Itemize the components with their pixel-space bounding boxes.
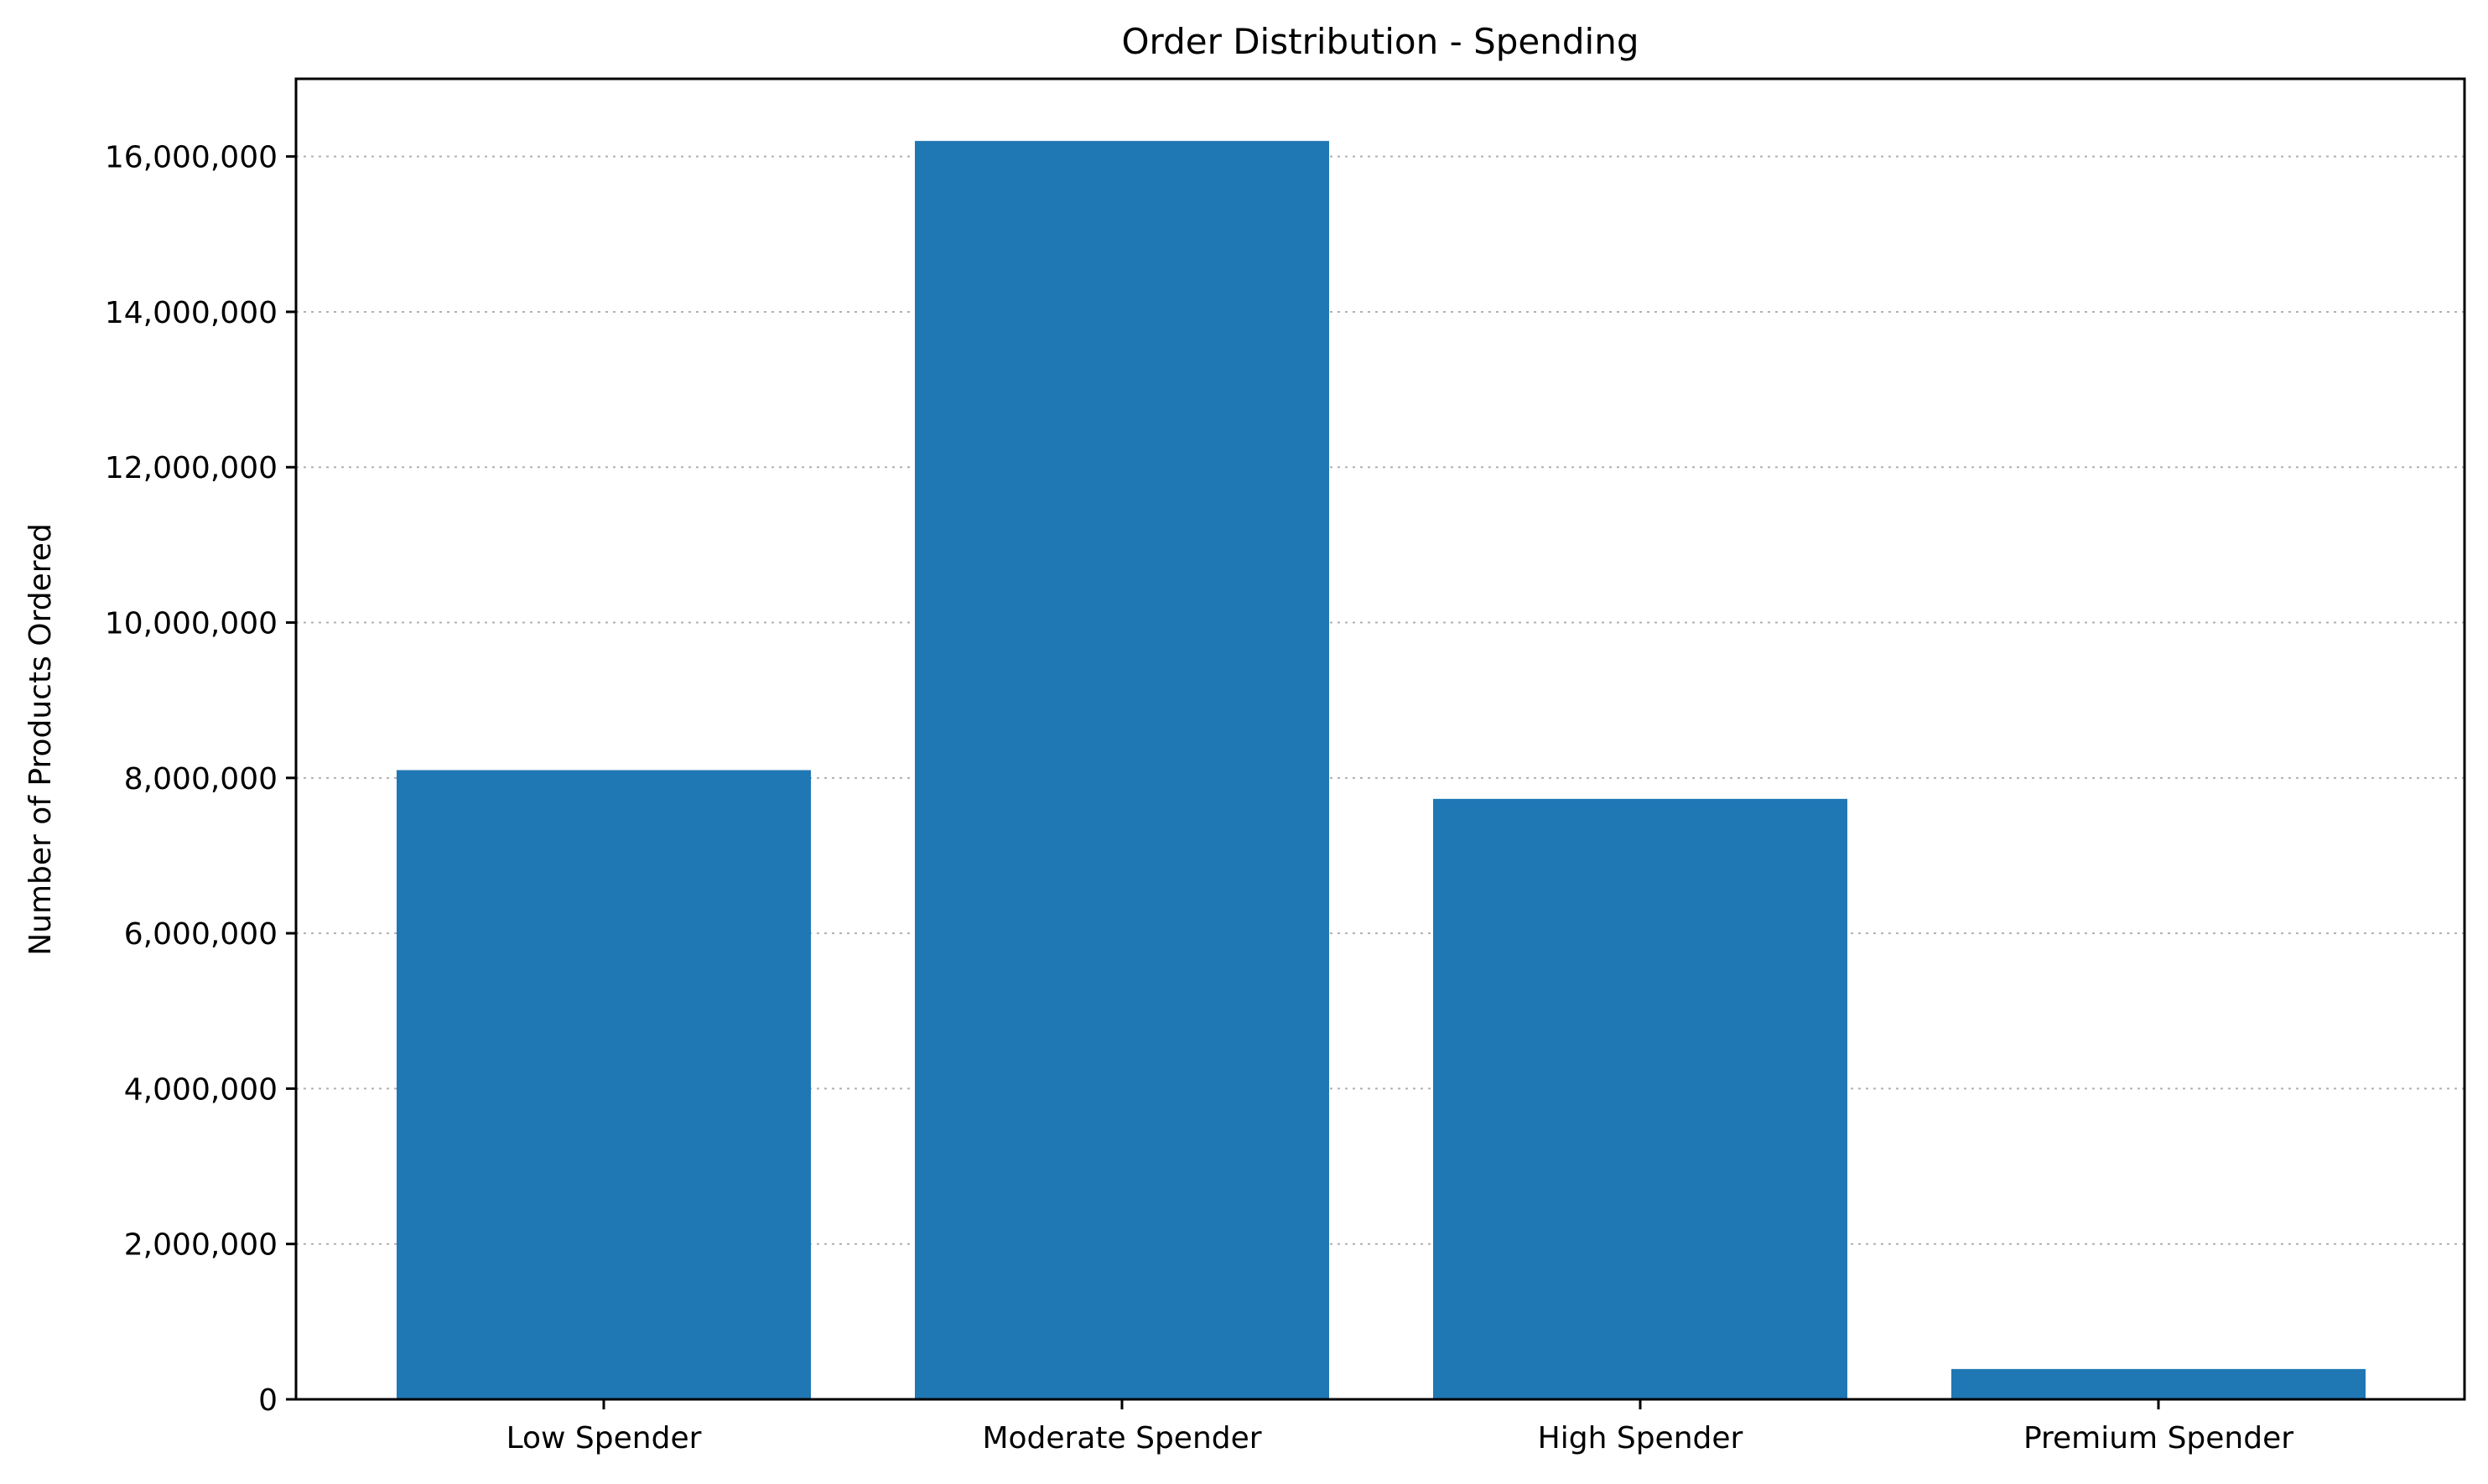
bar-moderate-spender xyxy=(915,141,1329,1399)
bar-premium-spender xyxy=(1951,1368,2366,1399)
x-axis-ticks: Low Spender Moderate Spender High Spender P… xyxy=(506,1399,2293,1455)
y-tick-label: 8,000,000 xyxy=(124,762,278,796)
x-tick-label: High Spender xyxy=(1538,1421,1743,1455)
bars xyxy=(397,141,2366,1399)
y-tick-label: 14,000,000 xyxy=(105,296,278,330)
y-tick-label: 16,000,000 xyxy=(105,141,278,175)
y-axis-label: Number of Products Ordered xyxy=(23,523,58,956)
y-tick-label: 10,000,000 xyxy=(105,607,278,641)
plot-frame xyxy=(294,77,2466,1401)
y-tick-label: 0 xyxy=(258,1383,278,1418)
x-tick-label: Low Spender xyxy=(506,1421,702,1455)
chart-title: Order Distribution - Spending xyxy=(1122,21,1639,62)
y-tick-label: 12,000,000 xyxy=(105,451,278,485)
y-tick-label: 6,000,000 xyxy=(124,917,278,952)
bar-high-spender xyxy=(1433,798,1847,1399)
x-tick-label: Premium Spender xyxy=(2023,1421,2293,1455)
y-axis-ticks: 0 2,000,000 4,000,000 6,000,000 8,000,000 10,… xyxy=(105,141,296,1418)
y-tick-label: 4,000,000 xyxy=(124,1072,278,1107)
bar-low-spender xyxy=(397,770,811,1399)
y-tick-label: 2,000,000 xyxy=(124,1228,278,1263)
x-tick-label: Moderate Spender xyxy=(982,1421,1261,1455)
